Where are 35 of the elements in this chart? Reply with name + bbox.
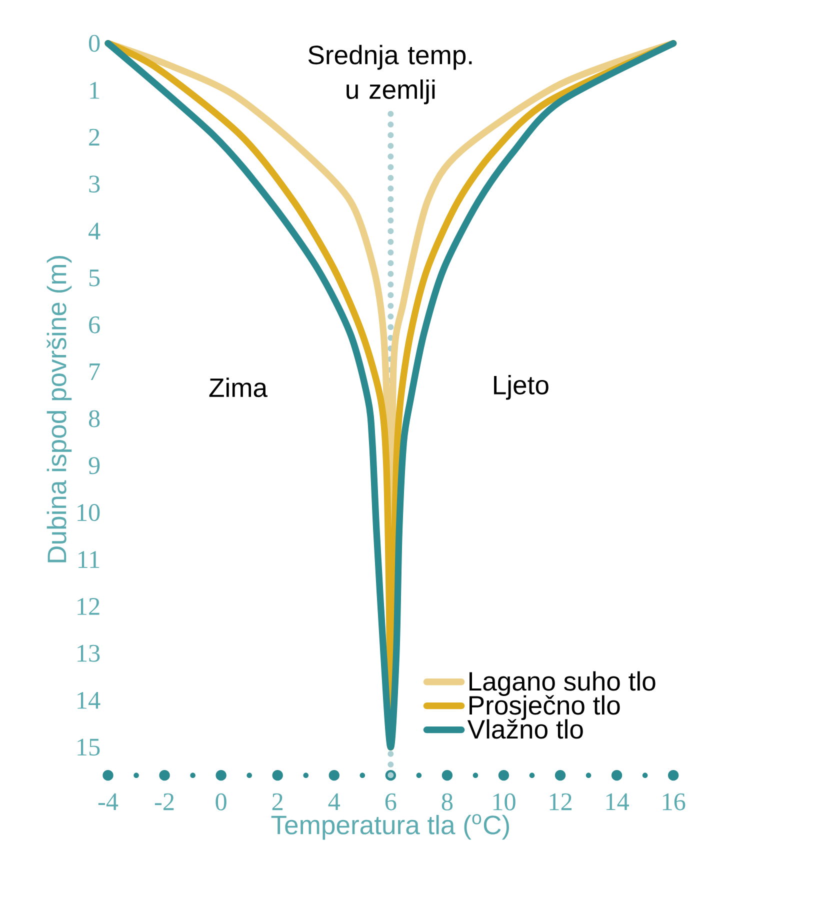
x-tick-label: 6 xyxy=(385,793,396,810)
y-tick-label: 8 xyxy=(88,410,100,428)
x-tick-label: -2 xyxy=(154,793,174,810)
x-tick-label: 8 xyxy=(442,793,453,810)
y-tick-label: 11 xyxy=(78,551,100,568)
y-tick-label: 1 xyxy=(90,82,100,99)
x-tick-label: 14 xyxy=(606,793,630,810)
legend-label: Prosječno tlo xyxy=(470,695,620,720)
y-tick-label: 7 xyxy=(90,364,100,380)
legend-label: Vlažno tlo xyxy=(467,719,583,739)
y-tick-label: 9 xyxy=(88,457,100,474)
annotation: Zima xyxy=(209,378,268,398)
x-tick-label: 10 xyxy=(493,793,516,810)
y-tick-label: 10 xyxy=(78,504,100,522)
ref-line-label: Srednja temp. u zemlji xyxy=(308,44,472,104)
annotation: Ljeto xyxy=(494,374,548,400)
x-tick-label: 16 xyxy=(662,793,686,810)
y-tick-label: 14 xyxy=(78,692,100,709)
x-tick-label: 12 xyxy=(550,793,572,810)
x-tick-label: 2 xyxy=(272,793,283,810)
x-tick-label: 0 xyxy=(216,793,226,810)
x-tick-label: 4 xyxy=(328,793,340,810)
y-tick-label: 0 xyxy=(88,34,100,52)
legend-label: Lagano suho tlo xyxy=(470,671,656,696)
y-tick-label: 15 xyxy=(78,738,100,756)
y-tick-label: 6 xyxy=(89,316,100,334)
y-tick-label: 2 xyxy=(89,128,100,146)
x-tick-label: -4 xyxy=(98,793,118,810)
y-tick-label: 4 xyxy=(88,222,100,240)
y-tick-label: 5 xyxy=(89,270,100,286)
y-tick-label: 3 xyxy=(89,176,100,193)
x-axis-title: Temperatura tla ($^{o}$C) xyxy=(271,814,509,840)
y-axis-title: Dubina ispod površine (m) xyxy=(46,256,72,562)
y-tick-label: 13 xyxy=(78,644,100,662)
y-tick-label: 12 xyxy=(78,598,100,615)
